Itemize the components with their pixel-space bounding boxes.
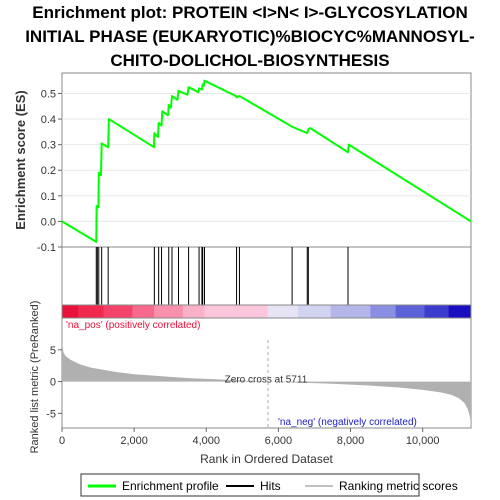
ranked-bar-segment bbox=[424, 305, 450, 318]
es-y-tick-label: -0.1 bbox=[37, 242, 56, 254]
enrichment-profile-line bbox=[61, 79, 472, 243]
es-y-tick-label: 0.4 bbox=[41, 114, 56, 126]
hit-markers bbox=[95, 247, 349, 305]
plot-title-line-2: INITIAL PHASE (EUKARYOTIC)%BIOCYC%MANNOS… bbox=[25, 27, 475, 46]
es-y-tick-label: 0.2 bbox=[41, 165, 56, 177]
ranked-bar-segment bbox=[153, 305, 184, 318]
positive-correlation-label: 'na_pos' (positively correlated) bbox=[66, 320, 200, 331]
ranked-bar-segment bbox=[78, 305, 104, 318]
ranked-bar-segment bbox=[448, 305, 472, 318]
plot-title-line-1: Enrichment plot: PROTEIN <I>N< I>-GLYCOS… bbox=[32, 3, 468, 22]
metric-y-tick-label: 5 bbox=[50, 345, 56, 357]
ranked-list-color-bar bbox=[61, 304, 472, 319]
ranked-bar-segment bbox=[298, 305, 332, 318]
es-panel: -0.1 0.0 0.1 0.2 0.3 0.4 0.5 Enrichment score … bbox=[13, 72, 472, 254]
es-y-axis-label: Enrichment score (ES) bbox=[13, 90, 28, 229]
es-gridlines bbox=[62, 92, 471, 248]
metric-y-ticks: -5 0 5 bbox=[46, 345, 62, 420]
es-y-tick-label: 0.5 bbox=[41, 88, 56, 100]
zero-cross-label: Zero cross at 5711 bbox=[225, 375, 308, 386]
legend-label: Ranking metric scores bbox=[339, 479, 458, 493]
metric-panel: Zero cross at 5711 'na_pos' (positively … bbox=[29, 301, 472, 466]
hits-panel-frame bbox=[61, 246, 472, 306]
es-y-tick-label: 0.1 bbox=[41, 191, 56, 203]
plot-title-line-3: CHITO-DOLICHOL-BIOSYNTHESIS bbox=[110, 51, 390, 70]
ranked-bar-segment bbox=[103, 305, 133, 318]
ranking-metric-area bbox=[62, 341, 471, 427]
es-y-ticks: -0.1 0.0 0.1 0.2 0.3 0.4 0.5 bbox=[37, 88, 62, 254]
x-tick-label: 6,000 bbox=[265, 435, 293, 447]
x-tick-label: 8,000 bbox=[337, 435, 365, 447]
legend-items: Enrichment profile Hits Ranking metric sco… bbox=[88, 479, 458, 493]
ranked-bar-segment bbox=[182, 305, 205, 318]
ranked-bar-segment bbox=[267, 305, 299, 318]
ranked-bar-segment bbox=[62, 305, 79, 318]
es-panel-frame bbox=[61, 72, 472, 248]
legend-label: Enrichment profile bbox=[122, 479, 219, 493]
ranked-bar-segment bbox=[395, 305, 425, 318]
es-y-tick-label: 0.0 bbox=[41, 216, 56, 228]
legend: Enrichment profile Hits Ranking metric sco… bbox=[80, 473, 458, 497]
ranked-bar-segment bbox=[330, 305, 371, 318]
x-tick-label: 10,000 bbox=[406, 435, 440, 447]
x-axis-label: Rank in Ordered Dataset bbox=[200, 452, 333, 466]
ranked-bar-segment bbox=[204, 305, 269, 318]
x-axis-ticks: 0 2,000 4,000 6,000 8,000 10,000 bbox=[59, 428, 440, 447]
es-y-tick-label: 0.3 bbox=[41, 140, 56, 152]
x-tick-label: 0 bbox=[59, 435, 65, 447]
hits-panel bbox=[61, 246, 472, 306]
x-tick-label: 4,000 bbox=[193, 435, 221, 447]
x-tick-label: 2,000 bbox=[120, 435, 148, 447]
ranked-bar-segment bbox=[370, 305, 397, 318]
legend-label: Hits bbox=[260, 479, 281, 493]
metric-y-tick-label: 0 bbox=[50, 377, 56, 389]
negative-correlation-label: 'na_neg' (negatively correlated) bbox=[278, 417, 417, 428]
ranked-bar-segment bbox=[132, 305, 155, 318]
metric-y-tick-label: -5 bbox=[46, 408, 56, 420]
metric-y-axis-label: Ranked list metric (PreRanked) bbox=[29, 301, 41, 454]
